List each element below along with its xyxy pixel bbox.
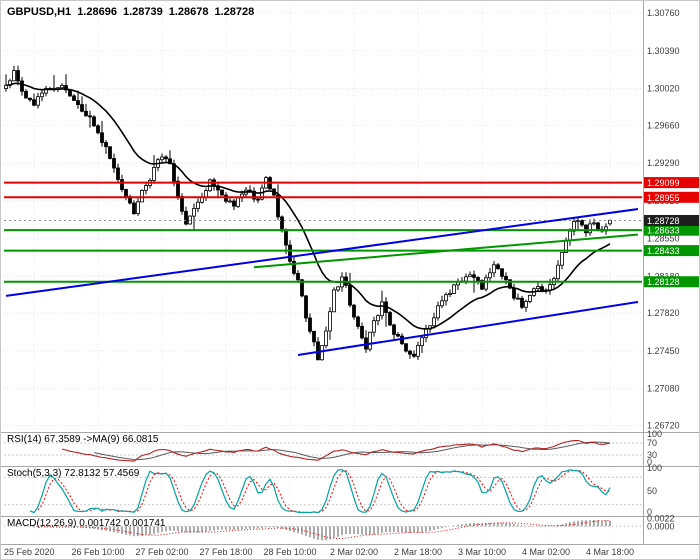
symbol-timeframe-label: GBPUSD,H1 [7,6,72,18]
svg-text:27 Feb 18:00: 27 Feb 18:00 [199,547,252,557]
rsi-line [61,439,611,462]
ohlc-open-value: 1.28696 [77,6,117,18]
chart-objects[interactable] [4,181,642,357]
svg-text:4 Mar 02:00: 4 Mar 02:00 [522,547,570,557]
chart-header: GBPUSD,H1 1.28696 1.28739 1.28678 1.28728 [7,6,260,18]
macd-header: MACD(12,26,9) 0.001742 0.001741 [7,518,166,529]
stoch-main-line [29,469,611,514]
svg-text:1.27820: 1.27820 [647,308,680,318]
svg-text:28 Feb 10:00: 28 Feb 10:00 [263,547,316,557]
rsi-panel[interactable] [4,439,642,462]
svg-text:0.0000: 0.0000 [647,521,675,531]
svg-text:1.27080: 1.27080 [647,384,680,394]
svg-text:1.30760: 1.30760 [647,8,680,18]
ohlc-low-value: 1.28678 [168,6,209,18]
ohlc-high-value: 1.28739 [122,6,163,18]
svg-text:26 Feb 10:00: 26 Feb 10:00 [71,547,124,557]
time-scale[interactable]: 25 Feb 2020 26 Feb 10:00 27 Feb 02:00 27 Fe… [4,547,634,557]
svg-text:0: 0 [647,507,652,517]
svg-text:2 Mar 02:00: 2 Mar 02:00 [330,547,378,557]
svg-text:2 Mar 18:00: 2 Mar 18:00 [394,547,442,557]
price-scale[interactable]: 1.30760 1.30390 1.30020 1.29660 1.29290 1.289… [644,8,700,531]
ascending-channel-upper[interactable] [5,208,639,297]
svg-text:1.28955: 1.28955 [647,193,680,203]
svg-text:1.29290: 1.29290 [647,158,680,168]
svg-text:1.29099: 1.29099 [647,178,680,188]
svg-text:50: 50 [647,486,657,496]
rsi-ma-line [93,441,611,461]
support-price-tag [644,224,699,236]
svg-text:0: 0 [647,457,652,467]
svg-text:4 Mar 18:00: 4 Mar 18:00 [586,547,634,557]
svg-text:25 Feb 2020: 25 Feb 2020 [4,547,55,557]
svg-text:1.28128: 1.28128 [647,277,680,287]
green-trendline[interactable] [253,233,639,269]
svg-text:1.28633: 1.28633 [647,226,680,236]
svg-text:30: 30 [647,450,657,460]
panel-separators[interactable] [1,1,700,545]
rsi-header: RSI(14) 67.3589 ->MA(9) 66.0815 [7,434,159,445]
svg-text:0.0022: 0.0022 [647,514,675,524]
macd-panel[interactable] [4,519,642,541]
svg-text:100: 100 [647,463,662,473]
stochastic-panel[interactable] [4,469,642,514]
svg-text:1.30020: 1.30020 [647,84,680,94]
moving-average-line [5,82,611,330]
support-price-tag [644,276,699,288]
svg-text:100: 100 [647,429,662,439]
stochastic-header: Stoch(5,3,3) 72.8132 57.4569 [7,468,140,479]
svg-text:1.26720: 1.26720 [647,421,680,431]
svg-text:1.30390: 1.30390 [647,46,680,56]
svg-text:3 Mar 10:00: 3 Mar 10:00 [458,547,506,557]
current-price-tag [644,214,699,226]
resistance-price-tag [644,177,699,189]
resistance-price-tag [644,191,699,203]
svg-text:1.28550: 1.28550 [647,234,680,244]
svg-text:27 Feb 02:00: 27 Feb 02:00 [135,547,188,557]
svg-text:1.28433: 1.28433 [647,246,680,256]
svg-text:1.29660: 1.29660 [647,120,680,130]
svg-text:1.27450: 1.27450 [647,346,680,356]
support-price-tag [644,245,699,257]
grid [4,5,642,542]
ascending-channel-lower[interactable] [297,300,639,357]
svg-text:70: 70 [647,438,657,448]
svg-text:1.28728: 1.28728 [647,216,680,226]
ohlc-close-value: 1.28728 [214,6,255,18]
